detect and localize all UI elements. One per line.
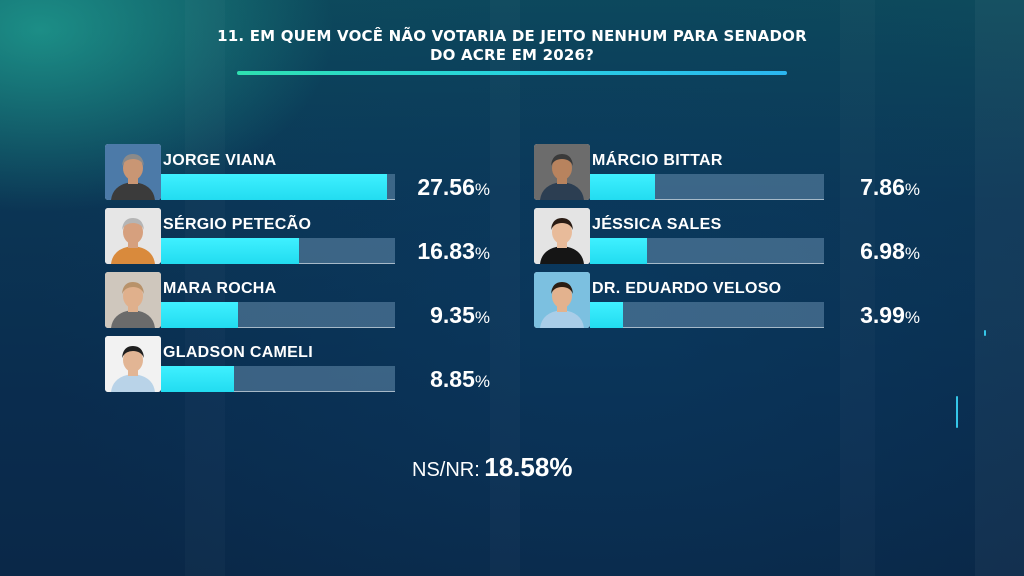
bar-track — [161, 302, 395, 328]
bar-fill — [590, 238, 647, 264]
candidate-row: MARA ROCHA 9.35% — [105, 272, 505, 328]
percentage-label: 27.56% — [380, 174, 490, 201]
percentage-value: 7.86 — [860, 174, 905, 200]
percentage-value: 6.98 — [860, 238, 905, 264]
candidate-photo — [534, 144, 590, 200]
title-underline — [237, 71, 787, 75]
background-stripe — [975, 0, 1024, 576]
percentage-label: 7.86% — [810, 174, 920, 201]
candidate-row: JÉSSICA SALES 6.98% — [534, 208, 934, 264]
percentage-label: 9.35% — [380, 302, 490, 329]
candidate-photo — [534, 208, 590, 264]
percentage-value: 8.85 — [430, 366, 475, 392]
candidate-name: JORGE VIANA — [163, 152, 277, 169]
candidate-row: JORGE VIANA 27.56% — [105, 144, 505, 200]
percentage-value: 9.35 — [430, 302, 475, 328]
bar-fill — [161, 174, 387, 200]
percent-symbol: % — [904, 308, 920, 327]
candidate-name: SÉRGIO PETECÃO — [163, 216, 312, 233]
chart-title: 11. EM QUEM VOCÊ NÃO VOTARIA DE JEITO NE… — [200, 27, 824, 65]
percent-symbol: % — [474, 372, 490, 391]
bar-track — [590, 302, 824, 328]
percentage-value: 3.99 — [860, 302, 905, 328]
candidate-name: MÁRCIO BITTAR — [592, 152, 723, 169]
bar-fill — [161, 238, 299, 264]
candidate-row: GLADSON CAMELI 8.85% — [105, 336, 505, 392]
bar-track — [161, 238, 395, 264]
title-line-1: 11. EM QUEM VOCÊ NÃO VOTARIA DE JEITO NE… — [217, 27, 807, 45]
percentage-label: 8.85% — [380, 366, 490, 393]
bar-fill — [590, 174, 655, 200]
percentage-value: 27.56 — [417, 174, 475, 200]
candidate-name: JÉSSICA SALES — [592, 216, 722, 233]
ns-nr-summary: NS/NR: 18.58% — [412, 452, 572, 483]
candidate-photo — [105, 144, 161, 200]
candidate-row: MÁRCIO BITTAR 7.86% — [534, 144, 934, 200]
bar-fill — [161, 366, 234, 392]
ns-nr-label: NS/NR: — [412, 459, 480, 481]
percent-symbol: % — [904, 244, 920, 263]
candidate-name: GLADSON CAMELI — [163, 344, 313, 361]
candidate-photo — [534, 272, 590, 328]
bar-track — [590, 174, 824, 200]
candidate-row: SÉRGIO PETECÃO 16.83% — [105, 208, 505, 264]
bar-track — [161, 174, 395, 200]
bar-fill — [161, 302, 238, 328]
ns-nr-value: 18.58% — [484, 452, 573, 482]
percent-symbol: % — [904, 180, 920, 199]
percent-symbol: % — [474, 308, 490, 327]
candidate-photo — [105, 336, 161, 392]
decorative-glow-line — [956, 396, 958, 428]
percentage-label: 6.98% — [810, 238, 920, 265]
bar-track — [590, 238, 824, 264]
candidate-photo — [105, 272, 161, 328]
percentage-value: 16.83 — [417, 238, 475, 264]
title-line-2: DO ACRE EM 2026? — [429, 46, 595, 64]
percent-symbol: % — [474, 244, 490, 263]
decorative-glow-dot — [984, 330, 986, 336]
candidate-name: MARA ROCHA — [163, 280, 277, 297]
candidate-row: DR. EDUARDO VELOSO 3.99% — [534, 272, 934, 328]
candidate-photo — [105, 208, 161, 264]
percentage-label: 3.99% — [810, 302, 920, 329]
bar-fill — [590, 302, 623, 328]
bar-track — [161, 366, 395, 392]
percentage-label: 16.83% — [380, 238, 490, 265]
candidate-name: DR. EDUARDO VELOSO — [592, 280, 782, 297]
percent-symbol: % — [474, 180, 490, 199]
